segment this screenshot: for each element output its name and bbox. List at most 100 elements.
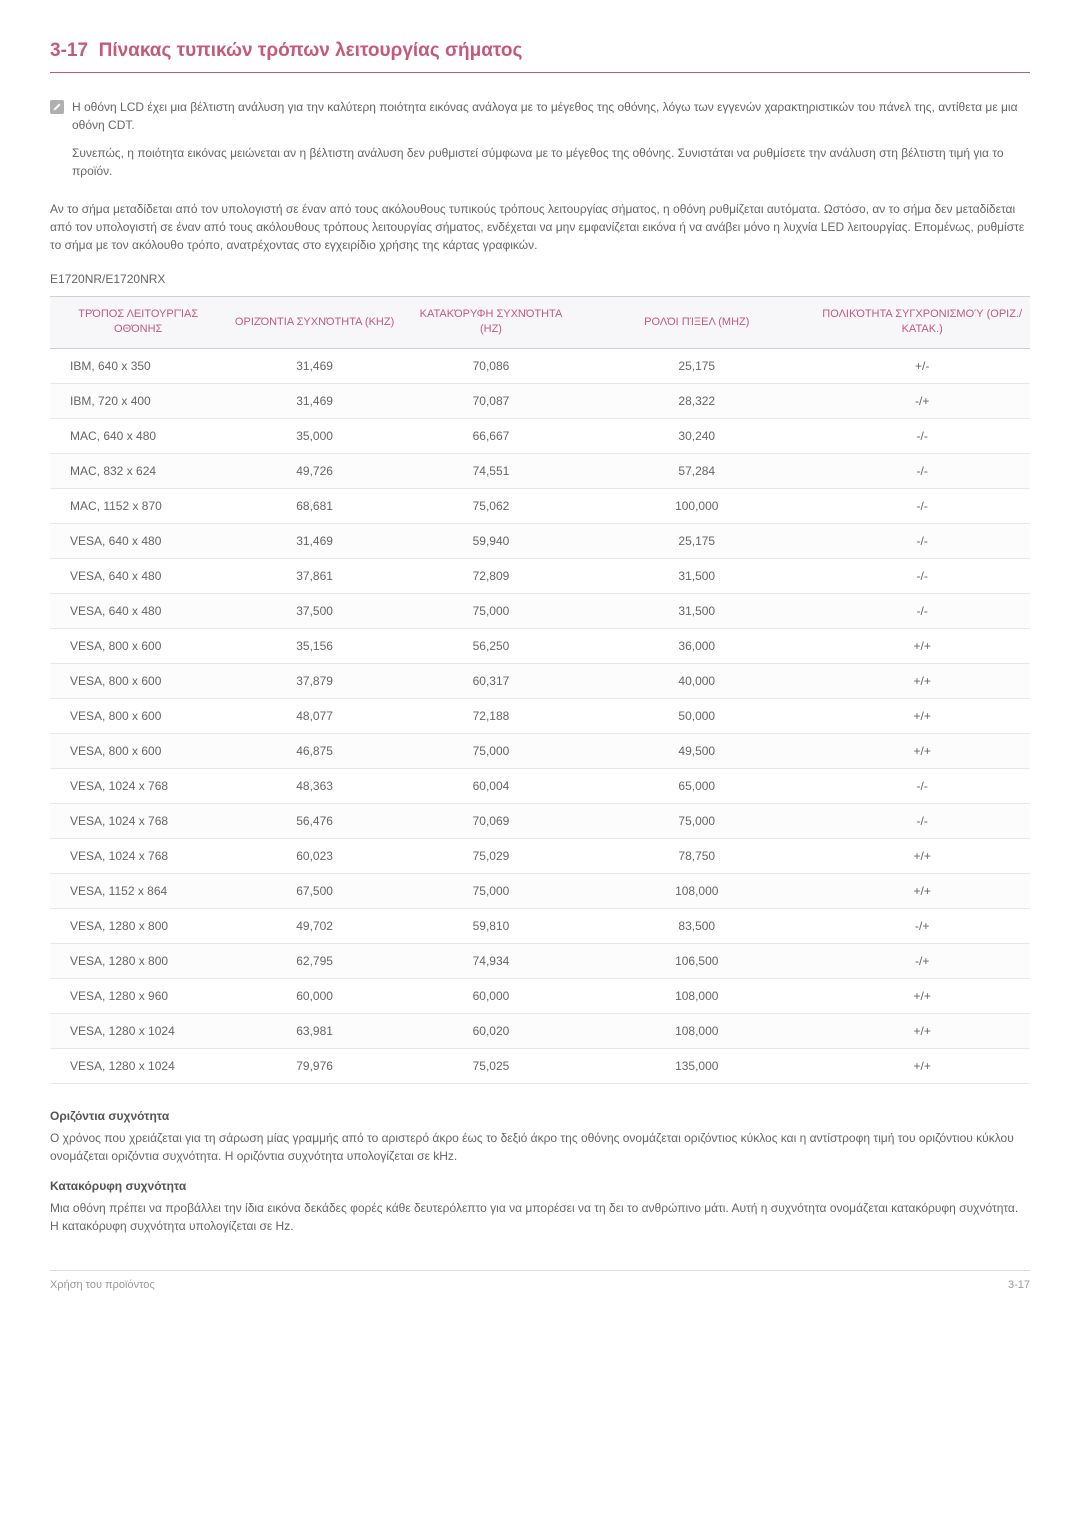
table-cell: 74,551 — [403, 453, 579, 488]
table-row: VESA, 1152 x 86467,50075,000108,000+/+ — [50, 873, 1030, 908]
table-cell: -/- — [814, 768, 1030, 803]
table-cell: VESA, 1280 x 1024 — [50, 1048, 226, 1083]
table-cell: +/+ — [814, 663, 1030, 698]
table-cell: IBM, 640 x 350 — [50, 348, 226, 383]
table-row: MAC, 832 x 62449,72674,55157,284-/- — [50, 453, 1030, 488]
table-cell: MAC, 640 x 480 — [50, 418, 226, 453]
table-cell: 60,000 — [403, 978, 579, 1013]
footer: Χρήση του προϊόντος 3-17 — [50, 1270, 1030, 1291]
table-cell: +/- — [814, 348, 1030, 383]
table-cell: VESA, 1280 x 1024 — [50, 1013, 226, 1048]
note-icon — [50, 100, 64, 114]
table-cell: 68,681 — [226, 488, 402, 523]
table-row: VESA, 800 x 60046,87575,00049,500+/+ — [50, 733, 1030, 768]
table-cell: 75,025 — [403, 1048, 579, 1083]
table-cell: IBM, 720 x 400 — [50, 383, 226, 418]
table-cell: VESA, 800 x 600 — [50, 663, 226, 698]
term-vertical-title: Κατακόρυφη συχνότητα — [50, 1179, 1030, 1193]
note-text: Η οθόνη LCD έχει μια βέλτιστη ανάλυση γι… — [72, 98, 1030, 190]
table-cell: 35,156 — [226, 628, 402, 663]
table-cell: 83,500 — [579, 908, 814, 943]
table-cell: 48,077 — [226, 698, 402, 733]
table-cell: 72,188 — [403, 698, 579, 733]
table-cell: VESA, 640 x 480 — [50, 523, 226, 558]
table-cell: 31,469 — [226, 348, 402, 383]
table-cell: 74,934 — [403, 943, 579, 978]
table-cell: VESA, 800 x 600 — [50, 733, 226, 768]
table-header-row: ΤΡΌΠΟΣ ΛΕΙΤΟΥΡΓΊΑΣ ΟΘΌΝΗΣ ΟΡΙΖΌΝΤΙΑ ΣΥΧΝ… — [50, 297, 1030, 349]
table-cell: 28,322 — [579, 383, 814, 418]
table-cell: MAC, 1152 x 870 — [50, 488, 226, 523]
table-cell: 60,023 — [226, 838, 402, 873]
table-row: VESA, 800 x 60037,87960,31740,000+/+ — [50, 663, 1030, 698]
table-cell: VESA, 1280 x 960 — [50, 978, 226, 1013]
table-cell: 59,810 — [403, 908, 579, 943]
table-row: VESA, 1024 x 76860,02375,02978,750+/+ — [50, 838, 1030, 873]
table-row: VESA, 640 x 48037,86172,80931,500-/- — [50, 558, 1030, 593]
table-row: VESA, 640 x 48031,46959,94025,175-/- — [50, 523, 1030, 558]
table-row: VESA, 1280 x 80049,70259,81083,500-/+ — [50, 908, 1030, 943]
table-cell: 75,000 — [579, 803, 814, 838]
table-cell: 25,175 — [579, 348, 814, 383]
table-cell: 35,000 — [226, 418, 402, 453]
table-cell: 31,500 — [579, 558, 814, 593]
table-cell: 60,004 — [403, 768, 579, 803]
note-paragraph-1: Η οθόνη LCD έχει μια βέλτιστη ανάλυση γι… — [72, 98, 1030, 134]
table-cell: 60,000 — [226, 978, 402, 1013]
table-cell: 79,976 — [226, 1048, 402, 1083]
header-pixel-clock: ΡΟΛΌΙ ΠΊΞΕΛ (MHZ) — [579, 297, 814, 349]
table-cell: 59,940 — [403, 523, 579, 558]
table-row: VESA, 1024 x 76856,47670,06975,000-/- — [50, 803, 1030, 838]
table-row: VESA, 1280 x 96060,00060,000108,000+/+ — [50, 978, 1030, 1013]
table-cell: VESA, 1280 x 800 — [50, 908, 226, 943]
term-horizontal-title: Οριζόντια συχνότητα — [50, 1109, 1030, 1123]
table-cell: 60,020 — [403, 1013, 579, 1048]
section-number: 3-17 — [50, 40, 88, 61]
term-horizontal-text: Ο χρόνος που χρειάζεται για τη σάρωση μί… — [50, 1129, 1030, 1165]
table-cell: 40,000 — [579, 663, 814, 698]
table-cell: -/+ — [814, 943, 1030, 978]
table-cell: 75,062 — [403, 488, 579, 523]
table-cell: 46,875 — [226, 733, 402, 768]
table-cell: 49,702 — [226, 908, 402, 943]
table-cell: VESA, 800 x 600 — [50, 698, 226, 733]
table-cell: +/+ — [814, 838, 1030, 873]
table-cell: 75,000 — [403, 733, 579, 768]
term-vertical-text: Μια οθόνη πρέπει να προβάλλει την ίδια ε… — [50, 1199, 1030, 1235]
table-cell: VESA, 1024 x 768 — [50, 838, 226, 873]
footer-left: Χρήση του προϊόντος — [50, 1279, 155, 1291]
table-row: MAC, 1152 x 87068,68175,062100,000-/- — [50, 488, 1030, 523]
table-cell: 100,000 — [579, 488, 814, 523]
table-cell: 30,240 — [579, 418, 814, 453]
table-cell: VESA, 640 x 480 — [50, 558, 226, 593]
header-polarity: ΠΟΛΙΚΌΤΗΤΑ ΣΥΓΧΡΟΝΙΣΜΟΎ (ΟΡΙΖ./ΚΑΤΑΚ.) — [814, 297, 1030, 349]
table-cell: +/+ — [814, 628, 1030, 663]
table-cell: 65,000 — [579, 768, 814, 803]
table-cell: 75,000 — [403, 873, 579, 908]
table-cell: -/- — [814, 418, 1030, 453]
table-cell: +/+ — [814, 1048, 1030, 1083]
model-label: E1720NR/E1720NRX — [50, 272, 1030, 286]
table-row: VESA, 1280 x 102463,98160,020108,000+/+ — [50, 1013, 1030, 1048]
table-cell: 31,469 — [226, 383, 402, 418]
table-cell: 25,175 — [579, 523, 814, 558]
header-vfreq: ΚΑΤΑΚΌΡΥΦΗ ΣΥΧΝΌΤΗΤΑ (HZ) — [403, 297, 579, 349]
table-cell: 66,667 — [403, 418, 579, 453]
table-cell: VESA, 800 x 600 — [50, 628, 226, 663]
table-cell: -/- — [814, 523, 1030, 558]
table-cell: 106,500 — [579, 943, 814, 978]
table-cell: +/+ — [814, 698, 1030, 733]
table-row: VESA, 1024 x 76848,36360,00465,000-/- — [50, 768, 1030, 803]
table-cell: +/+ — [814, 873, 1030, 908]
table-cell: 135,000 — [579, 1048, 814, 1083]
table-cell: 50,000 — [579, 698, 814, 733]
table-cell: 72,809 — [403, 558, 579, 593]
table-cell: -/+ — [814, 383, 1030, 418]
table-cell: 37,879 — [226, 663, 402, 698]
table-row: VESA, 1280 x 102479,97675,025135,000+/+ — [50, 1048, 1030, 1083]
table-cell: 75,000 — [403, 593, 579, 628]
section-title: 3-17 Πίνακας τυπικών τρόπων λειτουργίας … — [50, 40, 1030, 73]
note-paragraph-2: Συνεπώς, η ποιότητα εικόνας μειώνεται αν… — [72, 144, 1030, 180]
table-row: VESA, 800 x 60035,15656,25036,000+/+ — [50, 628, 1030, 663]
table-cell: 56,476 — [226, 803, 402, 838]
